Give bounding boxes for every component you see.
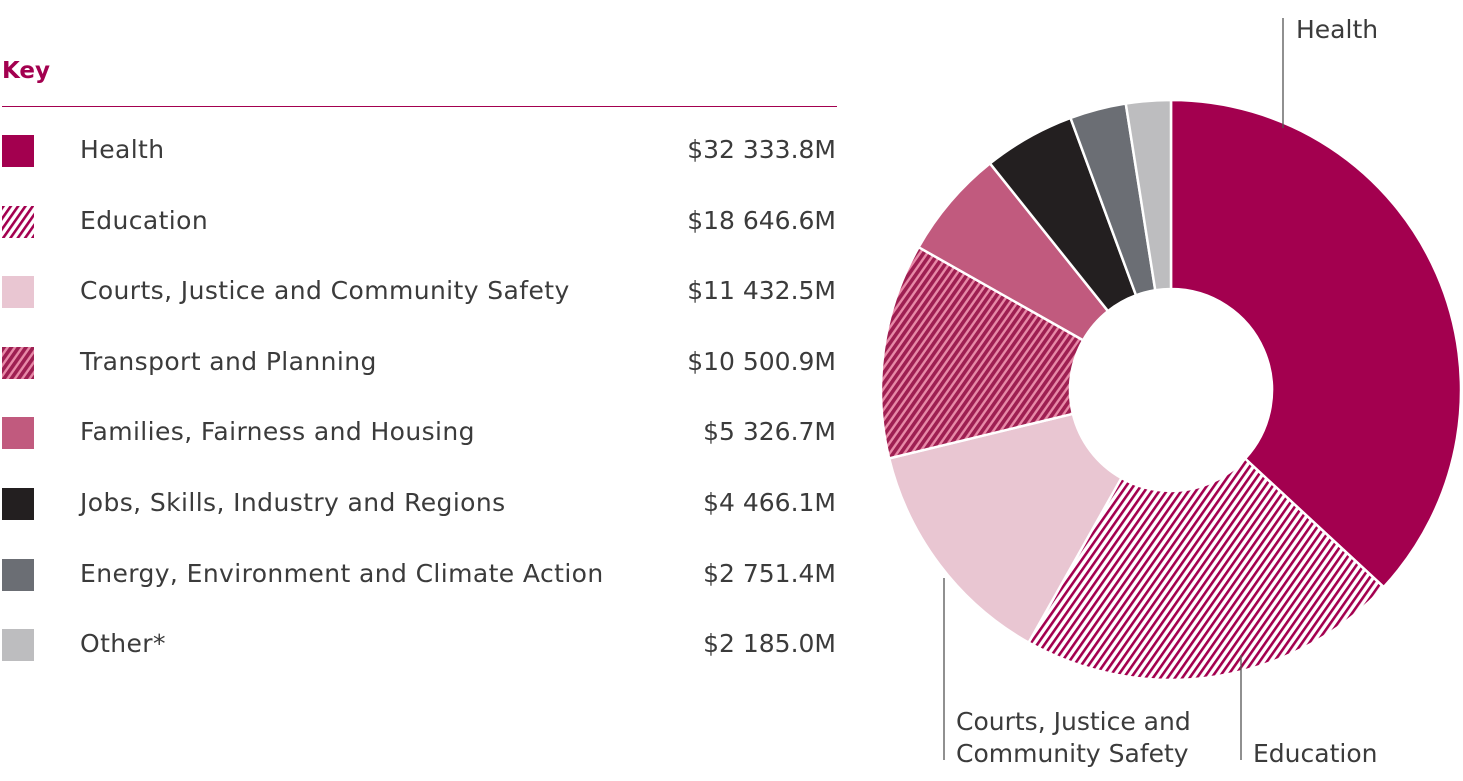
legend-label: Courts, Justice and Community Safety [80,276,570,306]
legend-item-other: Other* $2 185.0M [0,627,836,667]
slice-transport-and-planning [879,245,1085,460]
legend-label: Education [80,205,209,235]
legend-swatch [2,276,34,309]
legend-label: Energy, Environment and Climate Action [80,558,604,588]
callout-label-education: Education [1253,739,1377,768]
slice-courts-justice-and-community-safety [887,412,1124,645]
legend-item-courts-justice-and-community-safety: Courts, Justice and Community Safety $11 … [0,274,836,314]
legend-value: $18 646.6M [687,205,836,235]
legend-swatch [2,135,34,167]
callout-label-courts-justice-and-community-safety: Courts, Justice and [956,707,1191,736]
callout-label-health: Health [1296,15,1378,44]
legend-item-families-fairness-and-housing: Families, Fairness and Housing $5 326.7M [0,415,836,455]
legend: Health $32 333.8M Education $18 646.6M Court… [0,133,836,667]
legend-swatch [2,488,34,520]
legend-swatch [2,629,34,662]
legend-item-health: Health $32 333.8M [0,133,836,173]
legend-value: $4 466.1M [703,488,836,517]
slice-health [1169,98,1463,589]
legend-label: Health [80,135,165,164]
legend-swatch [2,346,34,379]
legend-value: $10 500.9M [687,346,836,376]
legend-item-education: Education $18 646.6M [0,204,836,244]
slice-education [1026,456,1386,682]
legend-item-energy-environment-and-climate-action: Energy, Environment and Climate Action $2… [0,557,836,597]
legend-title: Key [2,58,51,84]
legend-value: $32 333.8M [687,135,836,164]
slice-other [1124,98,1173,292]
legend-label: Families, Fairness and Housing [80,417,475,447]
legend-divider [2,106,837,107]
legend-label: Jobs, Skills, Industry and Regions [80,488,506,517]
legend-label: Other* [80,629,166,659]
legend-value: $2 751.4M [703,558,836,588]
legend-label: Transport and Planning [80,346,377,376]
legend-value: $11 432.5M [687,276,836,306]
callout-label-courts-justice-and-community-safety: Community Safety [956,739,1189,768]
legend-swatch [2,205,34,238]
legend-value: $5 326.7M [703,417,836,447]
legend-item-transport-and-planning: Transport and Planning $10 500.9M [0,345,836,385]
legend-item-jobs-skills-industry-and-regions: Jobs, Skills, Industry and Regions $4 466… [0,486,836,526]
legend-value: $2 185.0M [703,629,836,659]
legend-swatch [2,417,34,450]
legend-swatch [2,558,34,591]
